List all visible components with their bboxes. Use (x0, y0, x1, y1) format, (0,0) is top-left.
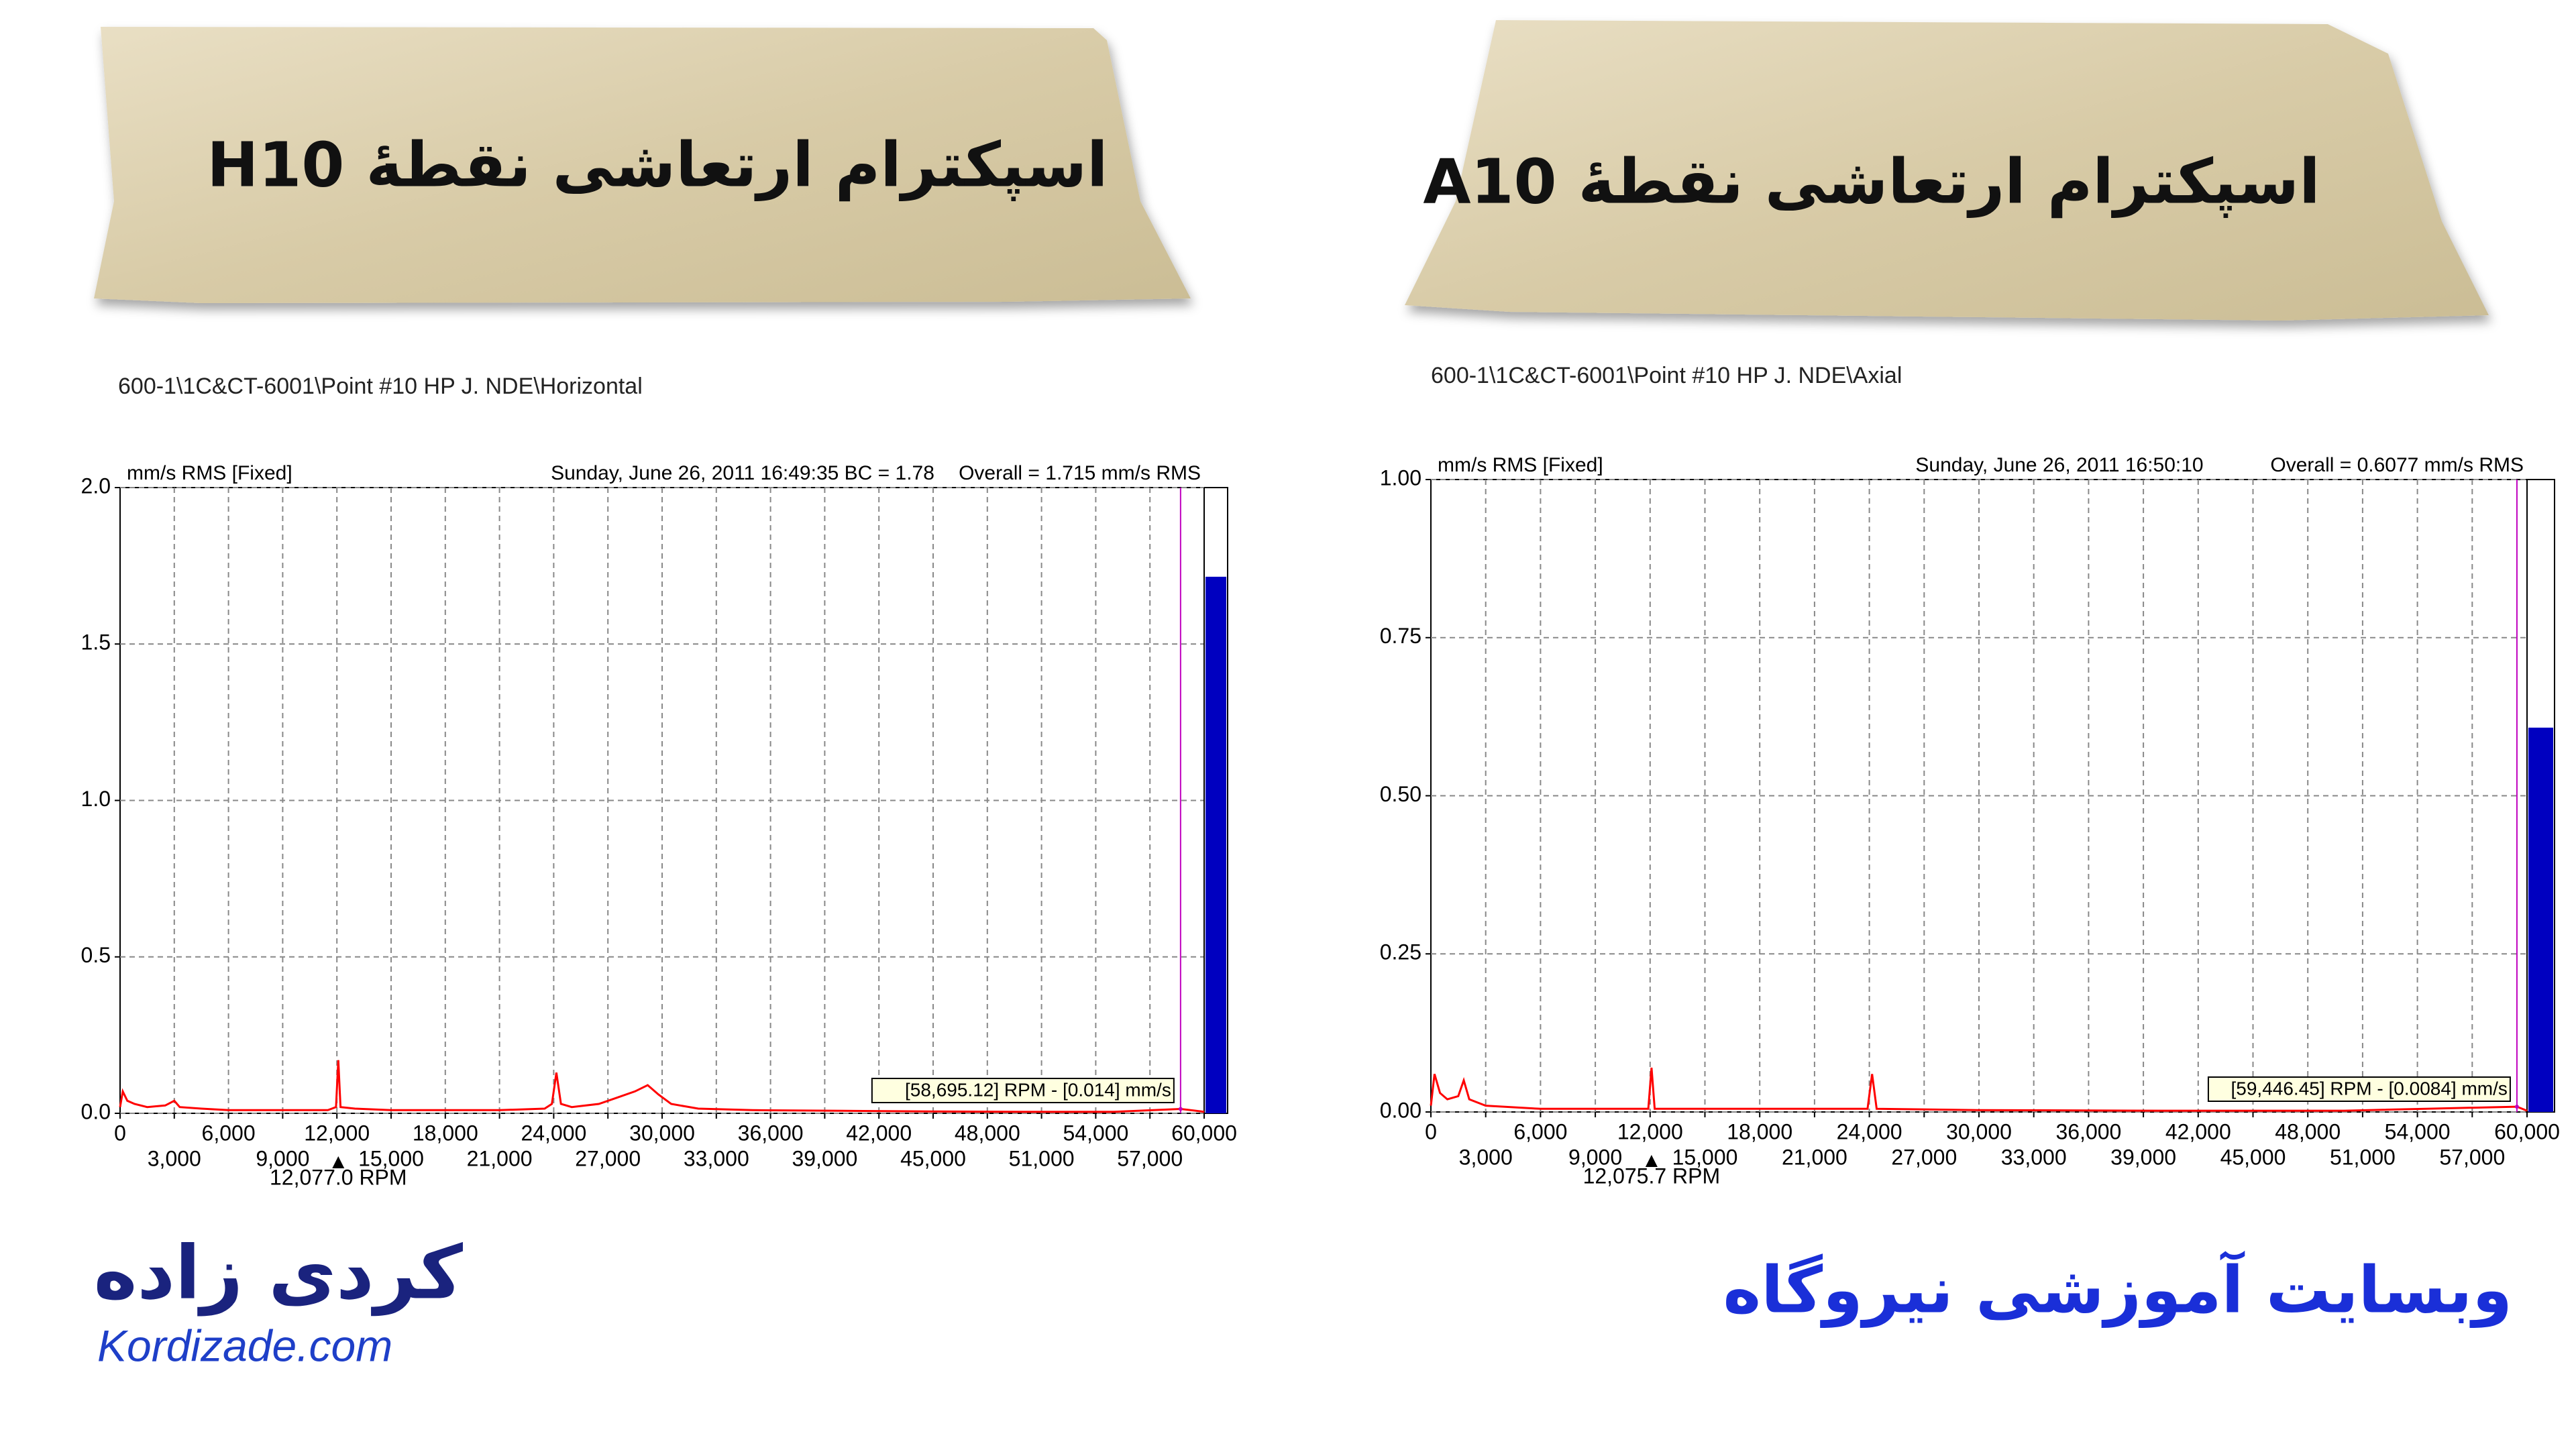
x-tick-label: 54,000 (2385, 1119, 2451, 1143)
overall-bar (1205, 576, 1226, 1113)
x-tick-label: 18,000 (1727, 1119, 1792, 1143)
x-tick-label: 3,000 (1459, 1145, 1513, 1169)
y-tick-label: 0.50 (1380, 782, 1421, 806)
y-tick-label: 1.00 (1380, 465, 1421, 490)
cursor-box (2207, 1076, 2511, 1102)
logo-name: کردی زاده (94, 1229, 463, 1316)
x-tick-label: 48,000 (955, 1121, 1020, 1145)
x-tick-label: 30,000 (629, 1121, 695, 1145)
spectrum-line (1430, 1067, 2528, 1112)
spectrum-line (119, 1060, 1205, 1113)
x-tick-label: 12,000 (1617, 1119, 1683, 1143)
y-tick-label: 0.25 (1380, 940, 1421, 964)
cursor-label: [59,446.45] RPM - [0.0084] mm/s (2231, 1078, 2508, 1099)
x-tick-label: 57,000 (2439, 1145, 2505, 1169)
banner (94, 27, 1191, 303)
cursor-point (1178, 1107, 1183, 1111)
cursor-box (871, 1078, 1175, 1103)
x-tick-label: 0 (114, 1121, 126, 1145)
x-tick-label: 54,000 (1063, 1121, 1128, 1145)
x-tick-label: 15,000 (358, 1146, 424, 1170)
marker-label: 12,075.7 RPM (1583, 1164, 1721, 1188)
x-tick-label: 12,000 (304, 1121, 370, 1145)
y-tick-label: 0.0 (81, 1099, 111, 1123)
x-tick-label: 24,000 (521, 1121, 586, 1145)
logo-tagline: وبسایت آموزشی نیروگاه (1723, 1250, 2512, 1328)
x-tick-label: 27,000 (575, 1146, 641, 1170)
x-tick-label: 45,000 (2220, 1145, 2286, 1169)
x-tick-label: 36,000 (738, 1121, 804, 1145)
x-tick-label: 45,000 (900, 1146, 966, 1170)
x-tick-label: 33,000 (684, 1146, 749, 1170)
y-tick-label: 2.0 (81, 473, 111, 498)
cursor-label: [58,695.12] RPM - [0.014] mm/s (905, 1079, 1171, 1100)
banner-title: اسپکترام ارتعاشی نقطهٔ H10 (207, 129, 1108, 201)
y-tick-label: 0.00 (1380, 1098, 1421, 1122)
x-tick-label: 51,000 (2330, 1145, 2396, 1169)
banner (1405, 20, 2489, 321)
x-tick-label: 60,000 (2494, 1119, 2560, 1143)
x-tick-label: 18,000 (413, 1121, 478, 1145)
x-tick-label: 6,000 (202, 1121, 256, 1145)
x-tick-label: 0 (1425, 1119, 1437, 1143)
overall-label: Overall = 0.6077 mm/s RMS (2270, 454, 2524, 476)
x-tick-label: 57,000 (1117, 1146, 1183, 1170)
x-tick-label: 21,000 (467, 1146, 533, 1170)
x-tick-label: 48,000 (2275, 1119, 2341, 1143)
overall-bar (2528, 727, 2553, 1112)
unit-label: mm/s RMS [Fixed] (127, 462, 292, 484)
x-tick-label: 9,000 (1568, 1145, 1622, 1169)
x-tick-label: 36,000 (2055, 1119, 2121, 1143)
y-tick-label: 1.5 (81, 630, 111, 655)
x-tick-label: 60,000 (1171, 1121, 1237, 1145)
x-tick-label: 33,000 (2001, 1145, 2067, 1169)
x-tick-label: 42,000 (846, 1121, 912, 1145)
x-tick-label: 27,000 (1891, 1145, 1957, 1169)
unit-label: mm/s RMS [Fixed] (1438, 454, 1603, 476)
logo-site: Kordizade.com (97, 1321, 392, 1370)
plot-area (1430, 479, 2555, 1113)
x-tick-label: 42,000 (2165, 1119, 2231, 1143)
x-tick-label: 21,000 (1782, 1145, 1847, 1169)
chart-path: 600-1\1C&CT-6001\Point #10 HP J. NDE\Hor… (118, 374, 643, 399)
x-tick-label: 15,000 (1672, 1145, 1738, 1169)
chart-path: 600-1\1C&CT-6001\Point #10 HP J. NDE\Axi… (1431, 363, 1902, 388)
timestamp: Sunday, June 26, 2011 16:49:35 BC = 1.78 (551, 462, 934, 484)
x-tick-label: 39,000 (792, 1146, 857, 1170)
cursor-point (2514, 1105, 2519, 1109)
x-tick-label: 9,000 (256, 1146, 309, 1170)
timestamp: Sunday, June 26, 2011 16:50:10 (1915, 454, 2203, 476)
x-tick-label: 51,000 (1009, 1146, 1075, 1170)
x-tick-label: 6,000 (1513, 1119, 1567, 1143)
marker-triangle (1645, 1155, 1658, 1167)
y-tick-label: 0.5 (81, 943, 111, 967)
x-tick-label: 30,000 (1946, 1119, 2012, 1143)
x-tick-label: 3,000 (148, 1146, 201, 1170)
overall-label: Overall = 1.715 mm/s RMS (959, 462, 1201, 484)
x-tick-label: 39,000 (2110, 1145, 2176, 1169)
banner-title: اسپکترام ارتعاشی نقطهٔ A10 (1423, 146, 2320, 218)
y-tick-label: 0.75 (1380, 624, 1421, 648)
marker-label: 12,077.0 RPM (270, 1165, 407, 1189)
marker-triangle (332, 1156, 345, 1168)
x-tick-label: 24,000 (1837, 1119, 1902, 1143)
y-tick-label: 1.0 (81, 787, 111, 811)
